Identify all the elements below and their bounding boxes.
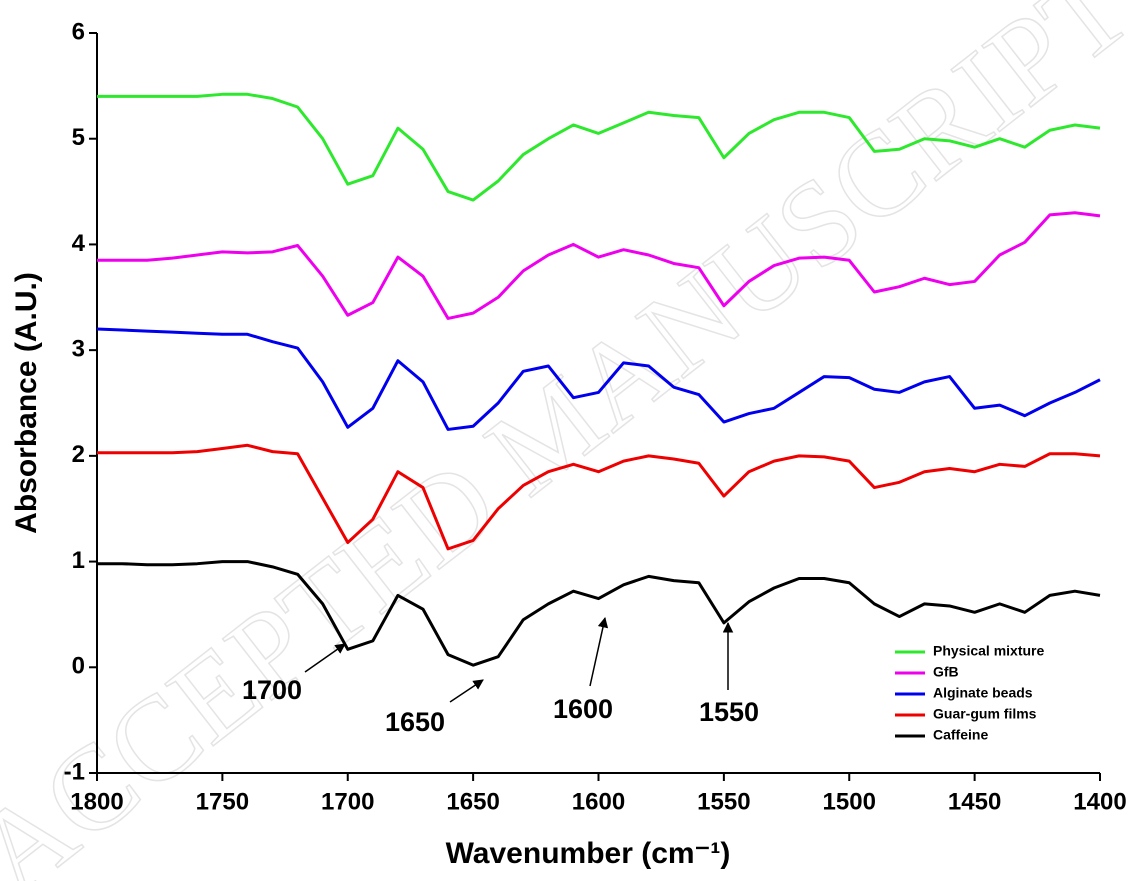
y-tick-label: 5 (72, 124, 85, 151)
legend-label: Guar-gum films (933, 706, 1037, 722)
series-line (97, 211, 1101, 320)
y-tick-label: 4 (72, 230, 86, 257)
annotation-arrows (304, 616, 734, 703)
legend-label: Caffeine (933, 727, 988, 743)
x-tick-label: 1650 (446, 788, 499, 815)
x-axis-label: Wavenumber (cm⁻¹) (446, 837, 731, 870)
series-line (97, 560, 1101, 667)
y-tick-label: 1 (72, 547, 85, 574)
x-tick-label: 1600 (572, 788, 625, 815)
y-tick-label: 3 (72, 335, 85, 362)
x-tick-label: 1550 (697, 788, 750, 815)
y-tick-label: 0 (72, 653, 85, 680)
annotation: 1650 (385, 707, 445, 737)
x-tick-label: 1800 (70, 788, 123, 815)
legend-label: GfB (933, 664, 959, 680)
legend-label: Alginate beads (933, 685, 1033, 701)
x-tick-label: 1750 (196, 788, 249, 815)
series-line (96, 327, 1101, 431)
annotation: 1600 (553, 694, 613, 724)
y-tick-label: 6 (72, 18, 85, 45)
annotation: 1700 (242, 675, 302, 705)
series-line (97, 443, 1101, 551)
legend-label: Physical mixture (933, 643, 1044, 659)
x-tick-label: 1500 (823, 788, 876, 815)
y-axis-label: Absorbance (A.U.) (10, 272, 43, 534)
x-tick-label: 1700 (321, 788, 374, 815)
y-tick-label: -1 (64, 758, 85, 785)
x-tick-label: 1400 (1073, 788, 1126, 815)
x-tick-label: 1450 (948, 788, 1001, 815)
y-tick-label: 2 (72, 441, 85, 468)
series-line (97, 92, 1101, 202)
annotation: 1550 (699, 697, 759, 727)
